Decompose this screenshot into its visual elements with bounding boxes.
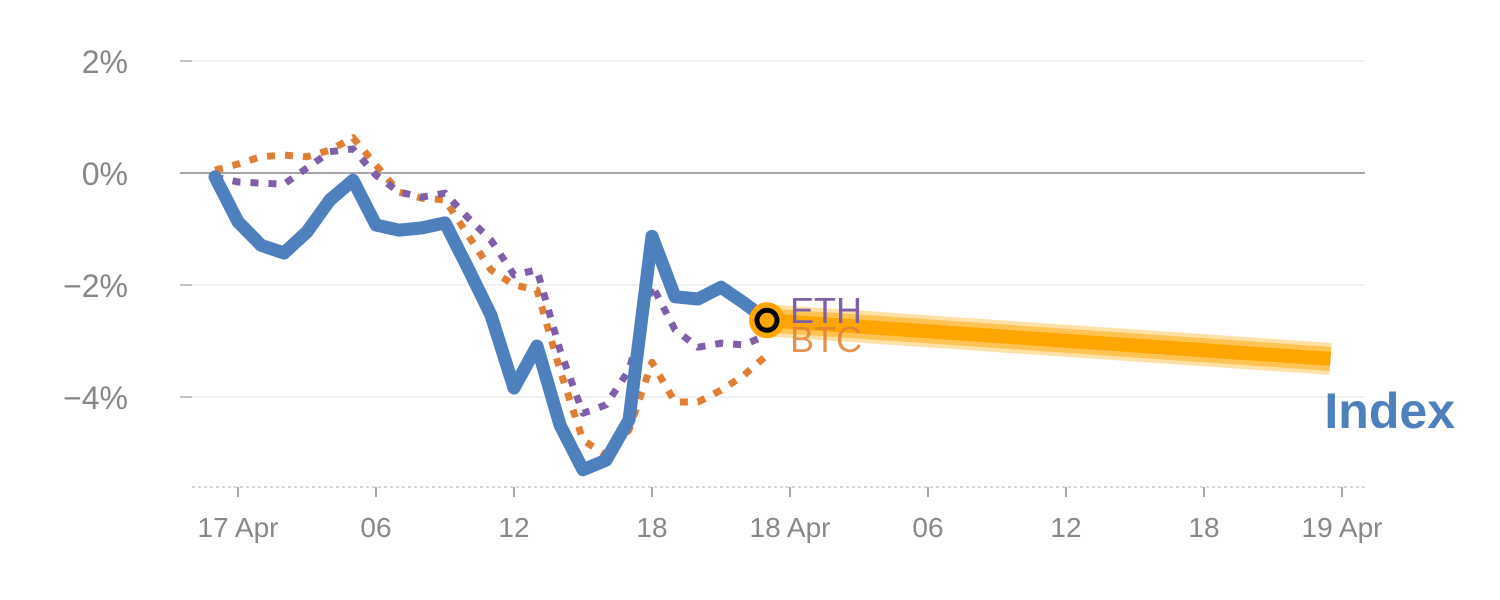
series-line-btc xyxy=(214,134,770,459)
index-label: Index xyxy=(1324,383,1455,439)
btc-label: BTC xyxy=(790,319,862,360)
x-tick-label: 18 xyxy=(1188,512,1219,543)
series-line-eth xyxy=(214,145,769,417)
x-tick-label: 06 xyxy=(360,512,391,543)
x-tick-label: 06 xyxy=(912,512,943,543)
x-tick-label: 17 Apr xyxy=(198,512,279,543)
x-tick-label: 18 xyxy=(636,512,667,543)
x-tick-label: 18 Apr xyxy=(750,512,831,543)
current-point-ring xyxy=(754,307,780,333)
series-line-index xyxy=(208,170,774,477)
y-tick-label: −2% xyxy=(63,268,128,304)
forecast-line xyxy=(766,313,1331,366)
current-point-marker xyxy=(749,302,785,339)
y-tick-label: −4% xyxy=(63,380,128,416)
x-tick-label: 12 xyxy=(1050,512,1081,543)
eth-label: ETH xyxy=(790,290,862,331)
y-tick-label: 2% xyxy=(82,44,128,80)
x-tick-label: 19 Apr xyxy=(1302,512,1383,543)
y-tick-label: 0% xyxy=(82,156,128,192)
x-tick-label: 12 xyxy=(498,512,529,543)
